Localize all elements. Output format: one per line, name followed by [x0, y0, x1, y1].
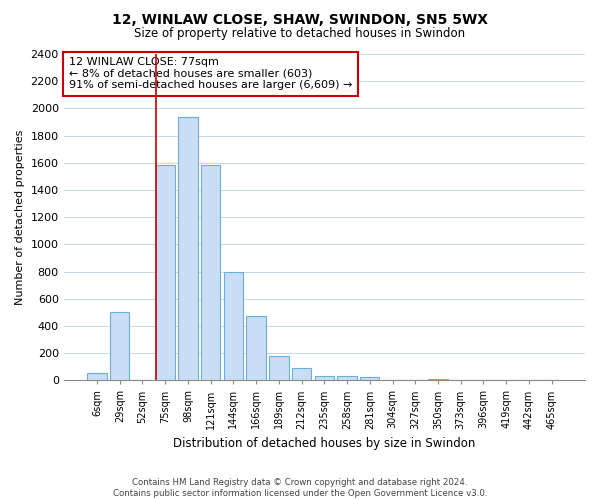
Text: 12, WINLAW CLOSE, SHAW, SWINDON, SN5 5WX: 12, WINLAW CLOSE, SHAW, SWINDON, SN5 5WX [112, 12, 488, 26]
Bar [360, 377, 379, 380]
Bar [110, 312, 130, 380]
X-axis label: Distribution of detached houses by size in Swindon: Distribution of detached houses by size … [173, 437, 476, 450]
Text: Contains HM Land Registry data © Crown copyright and database right 2024.
Contai: Contains HM Land Registry data © Crown c… [113, 478, 487, 498]
Bar [292, 368, 311, 380]
Bar [314, 376, 334, 380]
Bar [178, 116, 197, 380]
Bar [201, 165, 220, 380]
Text: Size of property relative to detached houses in Swindon: Size of property relative to detached ho… [134, 28, 466, 40]
Bar [155, 165, 175, 380]
Y-axis label: Number of detached properties: Number of detached properties [15, 130, 25, 305]
Bar [88, 373, 107, 380]
Bar [224, 272, 243, 380]
Bar [428, 379, 448, 380]
Bar [269, 356, 289, 380]
Bar [337, 376, 357, 380]
Bar [247, 316, 266, 380]
Text: 12 WINLAW CLOSE: 77sqm
← 8% of detached houses are smaller (603)
91% of semi-det: 12 WINLAW CLOSE: 77sqm ← 8% of detached … [69, 58, 352, 90]
